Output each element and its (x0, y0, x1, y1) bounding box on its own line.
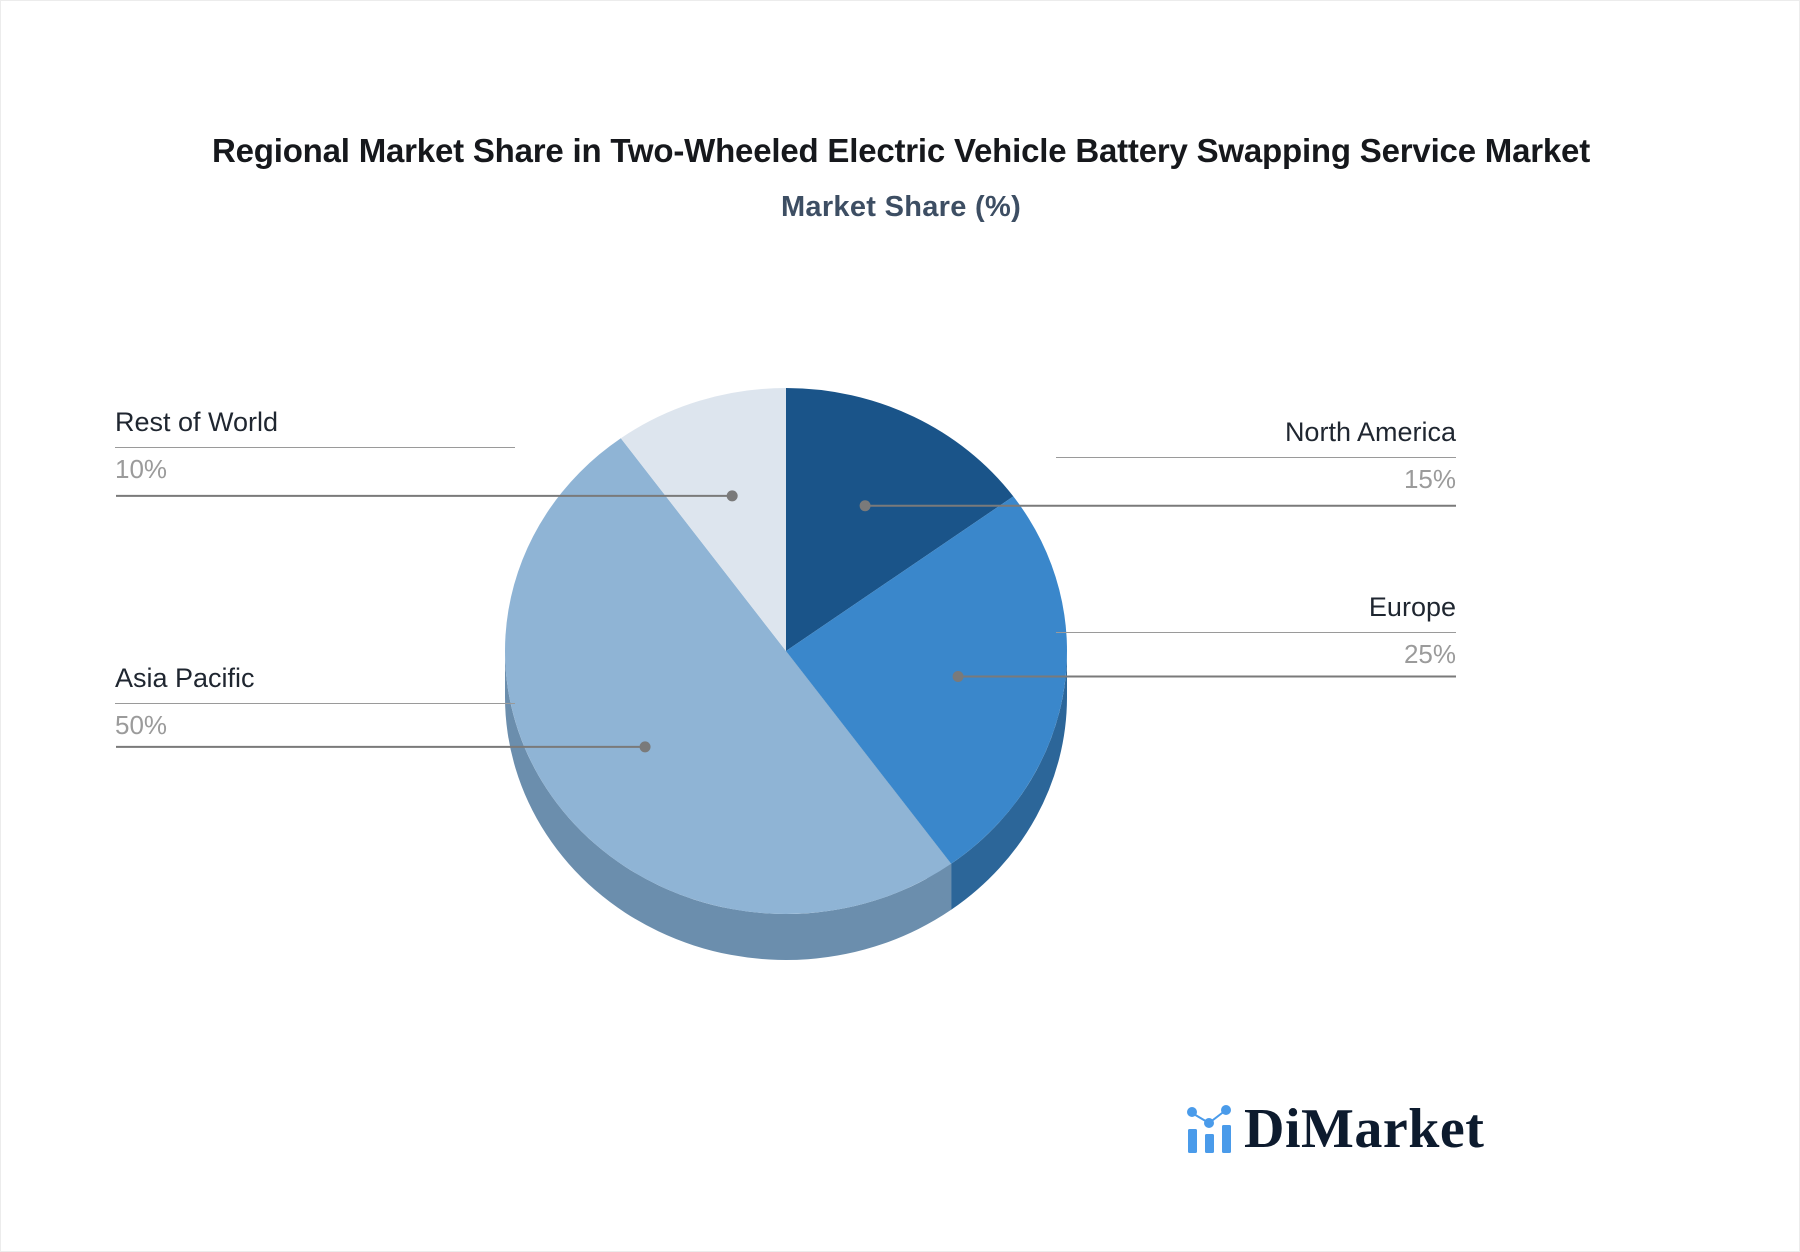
pie-slice-north-america (786, 388, 1014, 651)
logo-wordmark: DiMarket (1244, 1098, 1485, 1160)
bar-chart-icon (1187, 1105, 1231, 1153)
pie-slices-group (505, 388, 1067, 960)
callout-rule (115, 703, 515, 704)
pie-slice-rest-of-world (620, 388, 786, 651)
callout-rule (1056, 632, 1456, 633)
callout-rest-of-world[interactable]: Rest of World 10% (115, 407, 515, 485)
page-title: Regional Market Share in Two-Wheeled Ele… (211, 132, 1590, 169)
dimarket-logo[interactable]: DiMarket (1186, 1101, 1484, 1157)
leader-dot (726, 490, 738, 502)
callout-north-america[interactable]: North America 15% (1056, 417, 1456, 495)
callout-label: Asia Pacific (115, 663, 255, 693)
callout-value: 15% (1403, 464, 1456, 494)
title-block: Regional Market Share in Two-Wheeled Ele… (171, 127, 1631, 224)
callout-value: 25% (1403, 639, 1456, 669)
leader-dot (639, 741, 651, 753)
callout-value: 10% (115, 454, 168, 484)
leader-dot (859, 500, 871, 512)
callout-label: Europe (1368, 592, 1456, 622)
callout-rule (1056, 457, 1456, 458)
callout-label: Rest of World (115, 407, 279, 437)
pie-slice-asia-pacific (505, 438, 952, 915)
callout-value: 50% (115, 710, 168, 740)
callout-rule (115, 447, 515, 448)
callout-europe[interactable]: Europe 25% (1056, 592, 1456, 670)
callout-asia-pacific[interactable]: Asia Pacific 50% (115, 663, 515, 741)
pie-slice-europe (786, 496, 1067, 864)
leader-dot (952, 671, 964, 683)
chart-subtitle: Market Share (%) (780, 190, 1022, 223)
callout-label: North America (1284, 417, 1456, 447)
